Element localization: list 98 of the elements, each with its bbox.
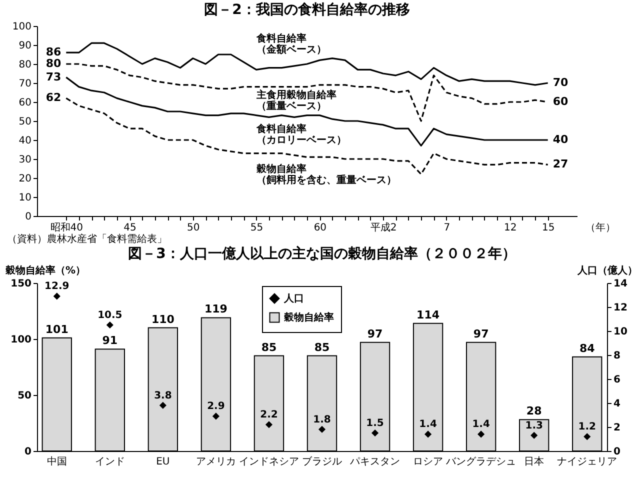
x-tick-label: 15	[542, 222, 555, 234]
y-tick-label: 20	[18, 174, 32, 184]
x-tick-label: EU	[156, 456, 170, 468]
y-tick-label: 100	[12, 22, 32, 32]
y2-tick-label: 12	[614, 302, 628, 314]
point	[530, 432, 538, 439]
x-tick-label: インド	[94, 456, 125, 468]
data-label: 1.8	[313, 414, 331, 426]
data-label: 80	[46, 57, 62, 70]
legend-label: 穀物自給率	[283, 312, 334, 324]
y2-tick-label: 8	[614, 350, 620, 362]
data-label: 101	[45, 322, 68, 336]
x-tick-label: 日本	[524, 456, 544, 468]
data-label: 28	[526, 404, 542, 418]
x-tick-label: 50	[187, 222, 200, 234]
data-label: 27	[552, 158, 568, 171]
chart-title: 図－3：人口一億人以上の主な国の穀物自給率（２００２年）	[128, 245, 516, 262]
data-label: 1.4	[419, 419, 437, 430]
x-tick-label: 45	[124, 222, 136, 234]
x-tick-label: 7	[444, 222, 450, 234]
series-label: 主食用穀物自給率（重量ベース）	[255, 88, 336, 112]
y-tick-label: 50	[18, 390, 32, 402]
y-axis-title: 穀物自給率（%）	[4, 264, 86, 276]
y-tick-label: 40	[18, 136, 32, 146]
data-label: 114	[416, 308, 440, 322]
data-label: 40	[552, 133, 568, 146]
data-label: 62	[46, 91, 62, 104]
data-label: 1.5	[366, 418, 384, 429]
y2-tick-label: 0	[614, 446, 620, 458]
y2-tick-label: 6	[614, 374, 620, 386]
y2-tick-label: 4	[614, 398, 620, 410]
data-label: 70	[552, 76, 568, 89]
x-tick-label: 60	[314, 222, 327, 234]
data-label: 85	[314, 340, 330, 354]
y-tick-label: 100	[10, 334, 32, 346]
y-tick-label: 60	[18, 98, 32, 108]
y-tick-label: 0	[25, 212, 32, 222]
point	[159, 402, 166, 409]
point	[318, 426, 326, 433]
y-tick-label: 70	[18, 78, 32, 90]
point	[371, 429, 379, 437]
point	[212, 412, 220, 420]
point	[584, 433, 591, 440]
y2-tick-label: 14	[614, 278, 628, 290]
series-label: 食料自給率（カロリーベース）	[255, 123, 346, 146]
data-label: 3.8	[154, 390, 172, 402]
data-label: 119	[204, 302, 228, 316]
y-tick-label: 50	[18, 116, 32, 128]
data-label: 86	[46, 46, 62, 59]
data-label: 1.4	[472, 419, 490, 430]
data-label: 97	[367, 327, 383, 340]
data-label: 91	[102, 334, 118, 348]
line-series	[65, 42, 549, 86]
y2-tick-label: 2	[614, 422, 620, 434]
data-label: 12.9	[44, 281, 70, 292]
x-tick-label: バングラデシュ	[445, 456, 516, 468]
y-tick-label: 0	[24, 446, 32, 458]
y-tick-label: 80	[18, 60, 32, 70]
x-tick-label: 12	[504, 222, 517, 234]
point	[424, 430, 432, 438]
line-series	[65, 76, 549, 146]
point	[53, 292, 60, 300]
y-tick-label: 10	[18, 192, 32, 204]
x-tick-label: 中国	[46, 456, 67, 468]
y2-axis-title: 人口（億人）	[576, 264, 638, 276]
data-label: 10.5	[98, 310, 122, 321]
data-label: 97	[473, 327, 489, 340]
x-tick-label: インドネシア	[238, 456, 299, 468]
data-label: 110	[151, 312, 175, 326]
series-label: 食料自給率（金額ベース）	[255, 32, 326, 56]
x-axis-title: （年）	[586, 222, 616, 234]
data-label: 60	[552, 95, 568, 108]
x-tick-label: ナイジェリア	[557, 456, 618, 468]
series-label: 穀物自給率（飼料用を含む、重量ベース）	[255, 162, 396, 186]
y2-tick-label: 10	[614, 326, 628, 338]
x-tick-label: 平成2	[370, 222, 397, 234]
legend-label: 人口	[283, 292, 304, 304]
chart-title: 図－2：我国の食料自給率の推移	[204, 1, 410, 18]
data-label: 2.2	[260, 410, 278, 421]
x-tick-label: 昭和40	[50, 222, 84, 234]
x-tick-label: 55	[250, 222, 264, 234]
y-tick-label: 90	[18, 40, 32, 52]
x-tick-label: アメリカ	[196, 456, 236, 468]
data-label: 85	[261, 340, 277, 354]
x-tick-label: ロシア	[413, 456, 444, 468]
x-tick-label: ブラジル	[302, 456, 342, 468]
data-label: 1.2	[578, 422, 596, 433]
point	[478, 430, 485, 438]
y-tick-label: 30	[18, 154, 32, 166]
point	[106, 321, 114, 329]
x-tick-label: パキスタン	[349, 456, 400, 468]
point	[265, 421, 273, 428]
y-tick-label: 150	[10, 278, 32, 290]
text: （資料）農林水産省「食料需給表」	[7, 233, 167, 245]
data-label: 73	[46, 70, 62, 84]
data-label: 84	[579, 342, 596, 355]
data-label: 1.3	[525, 420, 543, 432]
data-label: 2.9	[207, 401, 225, 412]
